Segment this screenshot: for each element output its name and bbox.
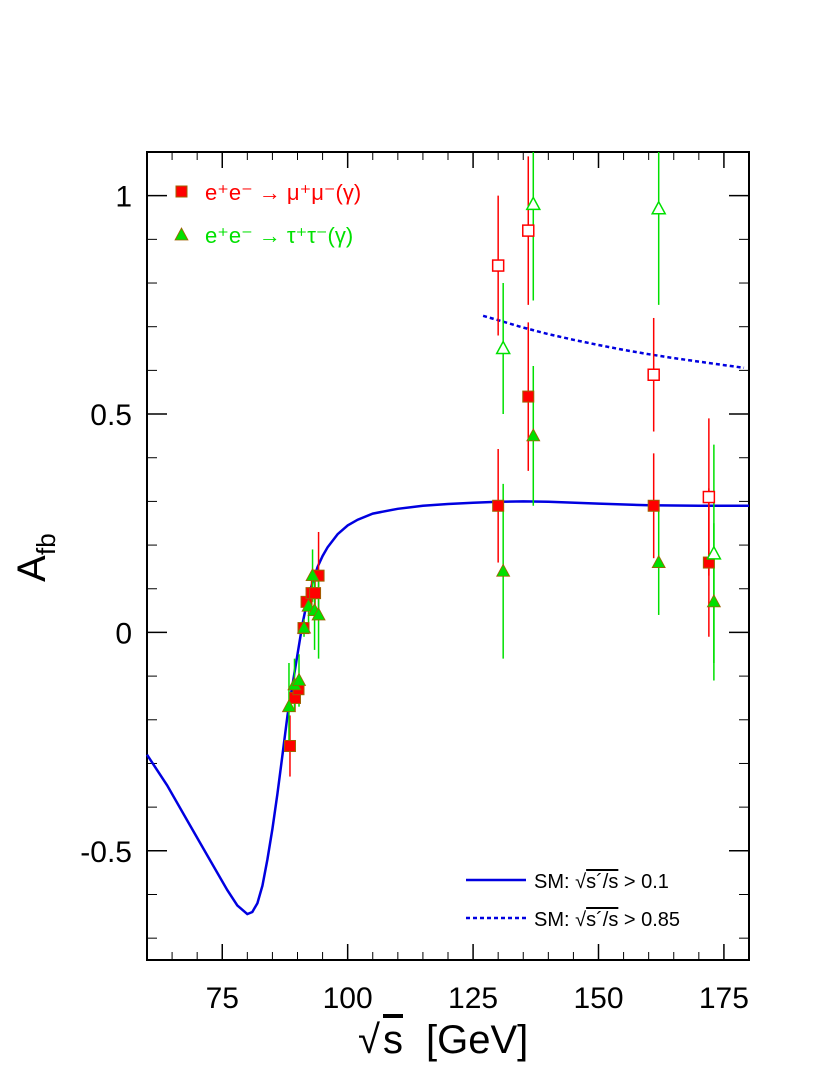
tau-point-marker <box>706 594 722 608</box>
tau-open-point-marker <box>650 200 667 215</box>
mu-open-point-marker <box>647 368 660 381</box>
mu-open-point-marker <box>491 259 505 272</box>
mu-point-marker <box>522 390 535 403</box>
y-axis-title: A fb <box>10 533 61 582</box>
tau-point-marker <box>296 620 312 634</box>
x-axis-title-variable: s <box>383 1018 403 1062</box>
tau-point-marker <box>526 428 541 442</box>
tau-open-point-marker <box>706 545 722 560</box>
data-markers <box>281 195 722 752</box>
mu-open-point-marker <box>702 490 716 504</box>
legend-tau-marker <box>174 227 189 241</box>
y-tick-label: -0.5 <box>80 836 132 869</box>
legend-mu-marker <box>175 185 188 198</box>
x-tick-label: 150 <box>573 982 623 1015</box>
x-tick-label: 125 <box>448 982 498 1015</box>
tau-point-marker <box>305 567 320 582</box>
x-tick-label: 175 <box>699 982 749 1015</box>
x-axis-title: √ s [GeV] <box>358 1018 528 1062</box>
legend: e⁺e⁻ → μ⁺μ⁻(γ) e⁺e⁻ → τ⁺τ⁻(γ) <box>174 180 361 248</box>
legend-mu-label: e⁺e⁻ → μ⁺μ⁻(γ) <box>205 180 361 205</box>
y-axis-title-main: A <box>10 555 54 582</box>
tau-open-point-marker <box>525 195 542 211</box>
tau-point-marker <box>651 554 666 568</box>
legend-tau-label: e⁺e⁻ → τ⁺τ⁻(γ) <box>205 223 353 248</box>
sm-curve-exclusive <box>482 314 745 370</box>
y-axis-title-sub: fb <box>31 533 61 555</box>
x-tick-label: 100 <box>323 982 373 1015</box>
mu-open-point-marker <box>522 224 535 237</box>
tau-point-marker <box>496 563 511 577</box>
mu-point-marker <box>647 499 660 512</box>
tau-point-marker <box>311 607 326 621</box>
sm-legend: SM: √s´/s > 0.1 SM: √s´/s > 0.85 <box>466 871 680 931</box>
y-tick-label: 0.5 <box>90 399 132 432</box>
axis-tick-labels: 75 100 125 150 175 -0.5 0 0.5 1 <box>80 181 749 1015</box>
mu-point-marker <box>309 587 322 600</box>
sm-legend-exclusive-label: SM: √s´/s > 0.85 <box>534 909 680 931</box>
mu-point-marker <box>283 739 296 752</box>
y-tick-label: 1 <box>115 181 132 214</box>
sm-legend-inclusive-label: SM: √s´/s > 0.1 <box>534 871 669 893</box>
axis-ticks <box>147 151 750 960</box>
x-tick-label: 75 <box>206 982 239 1015</box>
tau-point-marker <box>281 698 297 713</box>
mu-point-marker <box>492 499 505 512</box>
tau-open-point-marker <box>495 339 511 355</box>
x-axis-title-unit: [GeV] <box>426 1018 528 1062</box>
x-axis-title-radical: √ <box>358 1018 380 1062</box>
y-tick-label: 0 <box>115 617 132 650</box>
tau-point-marker <box>291 672 307 686</box>
